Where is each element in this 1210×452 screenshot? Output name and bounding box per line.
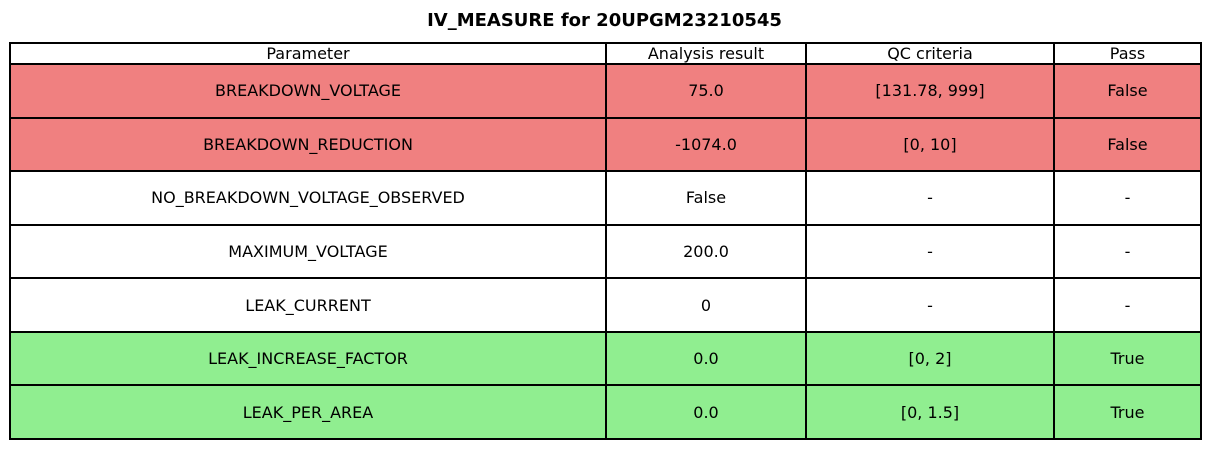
cell-analysis-result: -1074.0 bbox=[605, 116, 807, 173]
table-row: LEAK_CURRENT 0- - bbox=[9, 277, 1202, 333]
cell-qc-criteria: [0, 10] bbox=[805, 116, 1055, 173]
table-row: NO_BREAKDOWN_VOLTAGE_OBSERVED False - - bbox=[9, 170, 1202, 226]
column-header-parameter: Parameter bbox=[9, 42, 607, 65]
cell-parameter: BREAKDOWN_VOLTAGE bbox=[9, 63, 607, 119]
cell-analysis-result: 200.0 bbox=[605, 223, 807, 280]
table-header-row: Parameter Analysis result QC criteria Pa… bbox=[9, 42, 1202, 65]
cell-qc-criteria: [0, 1.5] bbox=[805, 384, 1055, 440]
cell-pass: True bbox=[1053, 384, 1202, 440]
figure-title: IV_MEASURE for 20UPGM23210545 bbox=[427, 10, 782, 31]
cell-parameter: LEAK_CURRENT bbox=[9, 277, 607, 333]
table-row: BREAKDOWN_VOLTAGE 75.0 [131.78, 999] False bbox=[9, 63, 1202, 119]
cell-qc-criteria: - bbox=[805, 170, 1055, 226]
column-header-analysis-result: Analysis result bbox=[605, 42, 807, 65]
cell-pass: False bbox=[1053, 116, 1202, 173]
cell-analysis-result: 0.0 bbox=[605, 330, 807, 387]
cell-qc-criteria: [131.78, 999] bbox=[805, 63, 1055, 119]
column-header-qc-criteria: QC criteria bbox=[805, 42, 1055, 65]
cell-parameter: NO_BREAKDOWN_VOLTAGE_OBSERVED bbox=[9, 170, 607, 226]
cell-analysis-result: 0.0 bbox=[605, 384, 807, 440]
qc-table-body: BREAKDOWN_VOLTAGE 75.0 [131.78, 999] False B… bbox=[9, 63, 1202, 440]
cell-analysis-result: 75.0 bbox=[605, 63, 807, 119]
table-row: LEAK_INCREASE_FACTOR 0.0 [0, 2] True bbox=[9, 330, 1202, 387]
qc-table: Parameter Analysis result QC criteria Pa… bbox=[9, 42, 1202, 440]
cell-pass: - bbox=[1053, 277, 1202, 333]
cell-pass: True bbox=[1053, 330, 1202, 387]
cell-qc-criteria: - bbox=[805, 277, 1055, 333]
cell-analysis-result: 0 bbox=[605, 277, 807, 333]
table-row: MAXIMUM_VOLTAGE 200.0- - bbox=[9, 223, 1202, 280]
cell-pass: False bbox=[1053, 63, 1202, 119]
table-row: LEAK_PER_AREA 0.0 [0, 1.5] True bbox=[9, 384, 1202, 440]
cell-parameter: LEAK_INCREASE_FACTOR bbox=[9, 330, 607, 387]
cell-parameter: LEAK_PER_AREA bbox=[9, 384, 607, 440]
cell-parameter: BREAKDOWN_REDUCTION bbox=[9, 116, 607, 173]
cell-pass: - bbox=[1053, 223, 1202, 280]
column-header-pass: Pass bbox=[1053, 42, 1202, 65]
cell-analysis-result: False bbox=[605, 170, 807, 226]
cell-parameter: MAXIMUM_VOLTAGE bbox=[9, 223, 607, 280]
cell-qc-criteria: [0, 2] bbox=[805, 330, 1055, 387]
cell-qc-criteria: - bbox=[805, 223, 1055, 280]
cell-pass: - bbox=[1053, 170, 1202, 226]
table-row: BREAKDOWN_REDUCTION -1074.0 [0, 10] False bbox=[9, 116, 1202, 173]
